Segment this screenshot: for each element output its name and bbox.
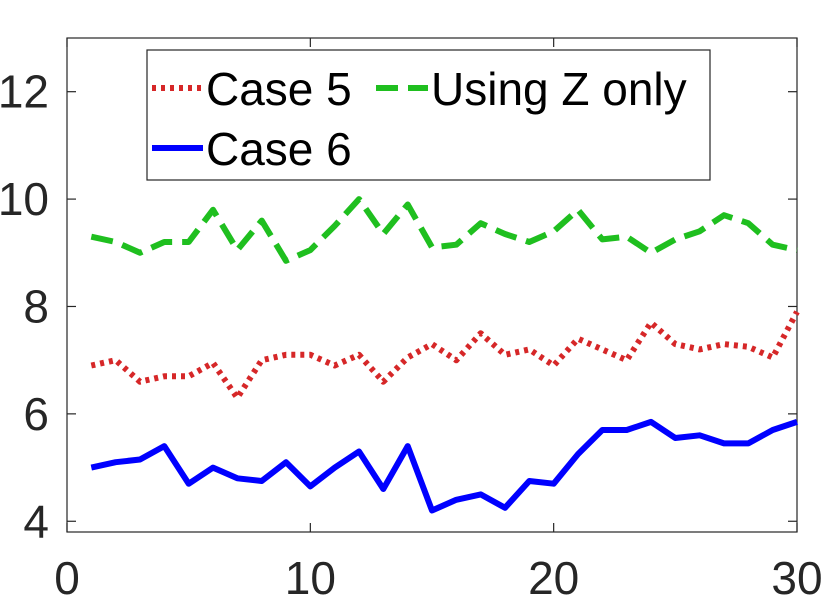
legend-label-case-6: Case 6	[206, 123, 352, 175]
y-axis: 4 6 8 10 12	[0, 66, 797, 547]
x-tick-label: 20	[528, 552, 579, 597]
legend-box	[146, 49, 711, 181]
y-tick-label: 12	[0, 66, 49, 118]
legend-label-using-z-only: Using Z only	[431, 63, 687, 115]
series-line-case-6	[90, 418, 798, 514]
y-tick-label: 4	[23, 495, 49, 547]
y-tick-label: 6	[23, 388, 49, 440]
legend-label-case-5: Case 5	[206, 63, 352, 115]
x-tick-label: 30	[771, 552, 822, 597]
x-tick-label: 0	[54, 552, 80, 597]
legend: Case 5 Using Z only Case 6	[146, 49, 711, 181]
y-tick-label: 8	[23, 280, 49, 332]
plot-frame	[66, 37, 798, 533]
series-layer	[90, 196, 800, 514]
y-tick-label: 10	[0, 173, 49, 225]
x-tick-label: 10	[285, 552, 336, 597]
series-line-using-z-only	[90, 196, 798, 264]
plot-box	[66, 37, 798, 533]
series-line-case-5	[90, 310, 800, 401]
x-axis: 0 10 20 30	[54, 38, 822, 597]
